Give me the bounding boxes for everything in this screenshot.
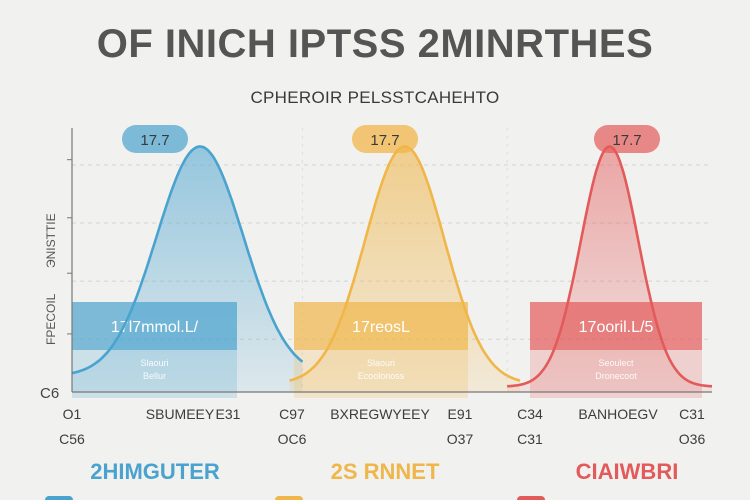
x-tick-label-r0-c8: C31 <box>679 406 705 422</box>
axes <box>67 128 712 393</box>
value-box-sub1-0: Slaouri <box>140 358 168 368</box>
series-name-0: 2HIMGUTER <box>90 459 220 484</box>
peak-badge-value-0: 17.7 <box>140 132 169 149</box>
peak-area-2 <box>507 146 712 392</box>
x-tick-label-r0-c3: C97 <box>279 406 305 422</box>
x-tick-label-r1-c0: C56 <box>59 431 85 447</box>
x-tick-label-r0-c0: O1 <box>63 406 82 422</box>
series-name-1: 2S RNNET <box>331 459 440 484</box>
x-tick-label-r0-c7: BANHOEGV <box>578 406 658 422</box>
x-tick-label-r0-c6: C34 <box>517 406 543 422</box>
series-swatch-1 <box>275 496 303 500</box>
value-box-band-1 <box>294 302 468 350</box>
peak-curve-0 <box>71 145 304 375</box>
series-swatch-2 <box>517 496 545 500</box>
value-box-band-0 <box>72 302 237 350</box>
x-tick-label-r1-c8: O36 <box>679 431 706 447</box>
series-legend: 2HIMGUTER 2S RNNET CIAIWBRI <box>45 459 678 500</box>
value-box-sub2-1: Ecoolonoss <box>358 371 405 381</box>
value-box-band-2 <box>530 302 702 350</box>
series-swatch-0 <box>45 496 73 500</box>
x-tick-label-r0-c1: SBUMEEY <box>146 406 215 422</box>
value-boxes: 17l7mmol.L/Slaouri Bellur 17reosL Slaouri Ec… <box>72 302 702 398</box>
peak-badge-value-2: 17.7 <box>612 132 641 149</box>
peak-badge-1 <box>352 125 418 153</box>
peak-badge-value-1: 17.7 <box>370 132 399 149</box>
value-box-sub1-2: Seoulect <box>598 358 634 368</box>
peak-badge-2 <box>594 125 660 153</box>
value-box-label-1: 17reosL <box>352 319 410 336</box>
value-box-sub2-0: Bellur <box>143 371 166 381</box>
y-axis-label-part-1: ЭNISTTIE <box>44 213 58 268</box>
value-box-sub1-1: Slaouri <box>367 358 395 368</box>
value-box-sub2-2: Dronecoot <box>595 371 637 381</box>
x-tick-label-r0-c5: E91 <box>448 406 473 422</box>
peak-badge-0 <box>122 125 188 153</box>
chart-subtitle: CPHEROIR PELSSTCAHEHTO <box>250 88 500 107</box>
x-tick-label-r1-c6: C31 <box>517 431 543 447</box>
x-tick-label-r1-c5: O37 <box>447 431 474 447</box>
series-name-2: CIAIWBRI <box>576 459 679 484</box>
x-tick-label-r0-c4: BXREGWYEEY <box>330 406 430 422</box>
x-tick-label-r1-c3: OC6 <box>278 431 307 447</box>
y-axis-bottom-label: C6 <box>40 385 59 402</box>
value-box-label-0: 17l7mmol.L/ <box>111 319 199 336</box>
chart-title: OF INICH IPTSS 2MINRTHES <box>96 22 654 66</box>
peak-badges: 17.7 17.7 17.7 <box>122 125 660 153</box>
y-axis-label-part-0: FPECOIL <box>44 293 58 345</box>
x-tick-label-r0-c2: E31 <box>216 406 241 422</box>
value-box-label-2: 17ooril.L/5 <box>579 319 654 336</box>
